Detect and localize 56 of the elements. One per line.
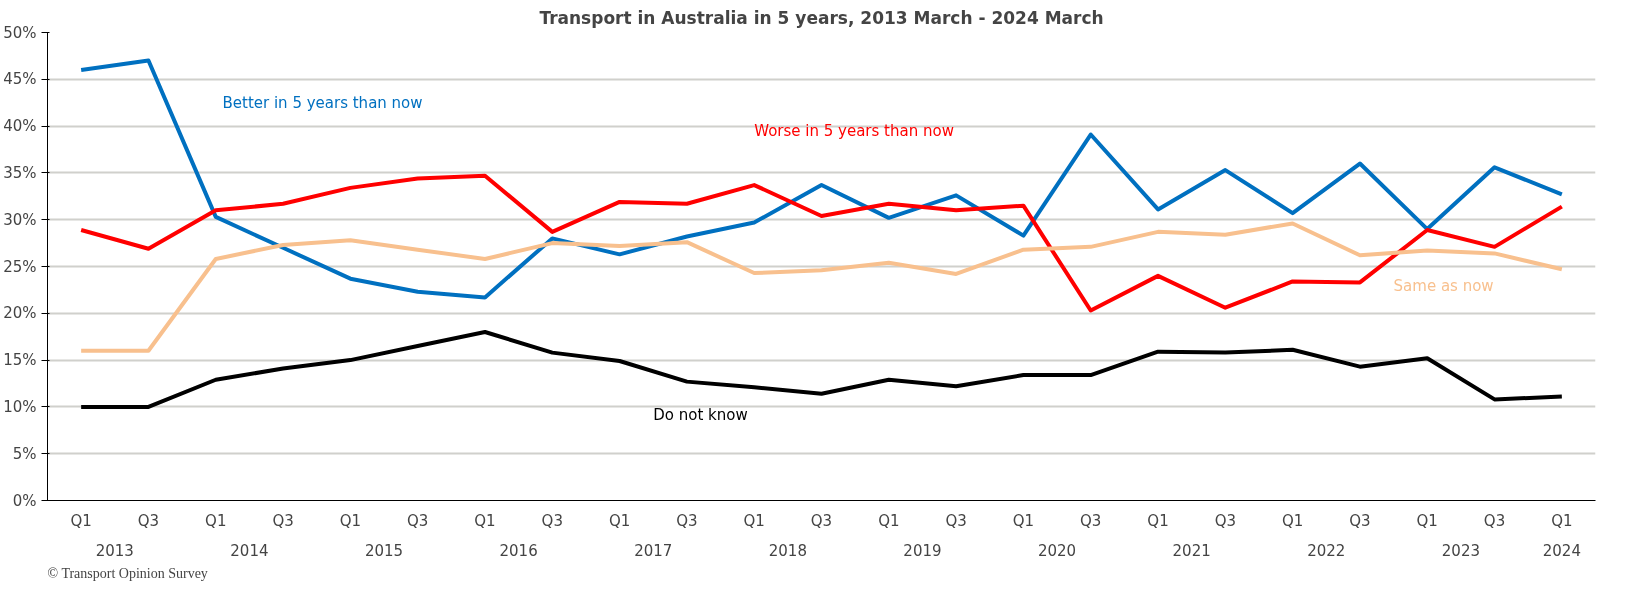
text: 2019 (903, 541, 942, 560)
x-tick-label: Q1 (1012, 511, 1035, 530)
x-tick-label: Q1 (608, 511, 631, 530)
y-tick-label: 25% (3, 257, 37, 276)
text: 2014 (230, 541, 269, 560)
x-tick-label: Q1 (339, 511, 362, 530)
text: Worse in 5 years than now (754, 122, 954, 141)
x-tick-label: Q1 (743, 511, 765, 530)
y-tick-label: 0% (12, 491, 37, 510)
x-tick-label: Q1 (474, 511, 496, 530)
x-tick-label: Q3 (1349, 511, 1371, 530)
y-tick-label: 40% (3, 117, 37, 136)
y-tick-label: 15% (3, 351, 37, 370)
x-tick-label: Q3 (137, 511, 160, 530)
y-tick-label: 30% (3, 210, 37, 229)
x-tick-label: Q3 (810, 511, 833, 530)
x-tick-label: Q1 (205, 511, 227, 530)
series-label: Same as now (1393, 276, 1494, 295)
text: 2023 (1441, 541, 1480, 560)
y-tick-label: 35% (3, 163, 37, 182)
text: Better in 5 years than now (222, 94, 423, 113)
x-tick-label: Q3 (541, 511, 563, 530)
line-series (79, 173, 1564, 313)
text: 2016 (499, 541, 538, 560)
x-tick-label: Q1 (1416, 511, 1438, 530)
text: 2013 (95, 541, 134, 560)
text: 2018 (768, 541, 807, 560)
chart-title: Transport in Australia in 5 years, 2013 March - 2024 March (539, 7, 1104, 28)
x-tick-label: Q3 (945, 511, 967, 530)
text: 2020 (1037, 541, 1077, 560)
text: 2022 (1307, 541, 1346, 560)
y-tick-label: 45% (3, 70, 37, 89)
x-tick-label: Q1 (1551, 511, 1573, 530)
y-tick-label: 50% (3, 23, 37, 42)
x-tick-label: Q1 (878, 511, 900, 530)
x-tick-label: Q1 (1147, 511, 1169, 530)
x-tick-label: Q3 (272, 511, 294, 530)
x-tick-label: Q3 (1080, 511, 1102, 530)
x-tick-label: Q3 (676, 511, 698, 530)
y-tick-label: 20% (3, 304, 37, 323)
text: 2015 (364, 541, 404, 560)
line-series (79, 58, 1564, 300)
x-tick-label: Q3 (407, 511, 429, 530)
text: © Transport Opinion Survey (47, 565, 208, 581)
x-tick-label: Q1 (70, 511, 92, 530)
text: 2024 (1542, 541, 1581, 560)
series-label: Do not know (653, 405, 748, 424)
y-tick-label: 10% (3, 397, 37, 416)
x-tick-label: Q1 (1281, 511, 1304, 530)
line-series (79, 330, 1564, 409)
x-tick-label: Q3 (1214, 511, 1237, 530)
x-tick-label: Q3 (1483, 511, 1506, 530)
y-tick-label: 5% (12, 444, 37, 463)
text: 2021 (1172, 541, 1211, 560)
text: 2017 (634, 541, 673, 560)
line-series (79, 221, 1564, 353)
